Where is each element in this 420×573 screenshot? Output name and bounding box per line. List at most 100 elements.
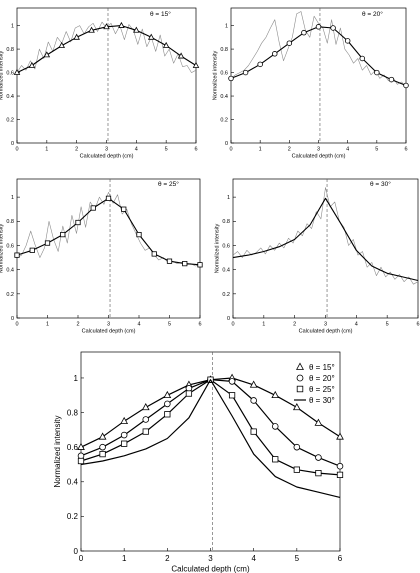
chart-5: 0 1 2 3 4 5 6 0 0.2 0.4 0.6 0.8 1 Calculated depth (c… [53,351,344,573]
data-point-square [336,471,344,478]
data-point-square [44,240,51,246]
y-tick-label: 0.4 [6,268,14,274]
data-point-triangle [147,33,155,40]
data-point-triangle [249,380,258,388]
y-tick-label: 0.8 [220,47,228,53]
series-line-2 [230,26,407,87]
data-point-circle [315,24,322,30]
x-tick-label: 1 [122,554,127,563]
data-point-square [293,466,300,473]
data-point-square [250,428,257,435]
x-tick-label: 4 [137,322,140,328]
x-tick-label: 2 [76,322,79,328]
data-point-circle [272,51,278,57]
data-point-triangle [177,52,185,59]
x-axis-label: Calculated depth (cm) [299,329,353,335]
data-point-triangle [103,23,110,30]
data-point-square [315,470,322,477]
x-tick-label: 6 [338,554,343,563]
panel-legend: θ = 20° [362,10,383,18]
data-point-square [182,260,188,267]
data-point-square [105,195,112,201]
x-tick-label: 2 [75,147,78,153]
y-tick-label: 0.2 [67,512,79,521]
data-point-triangle [141,403,150,411]
data-point-circle [257,61,263,68]
data-point-circle [142,416,150,423]
data-point-square [121,206,127,212]
plot-frame [232,178,419,319]
data-point-square [166,258,173,264]
panel-legend: θ = 15° [150,10,171,18]
x-tick-label: 4 [135,147,138,153]
data-point-square [60,231,66,238]
data-point-triangle [77,442,85,450]
data-point-triangle [271,390,280,399]
y-tick-label: 0 [227,316,230,322]
data-point-circle [301,29,307,36]
series-line-4 [80,379,341,498]
y-tick-label: 0 [225,141,228,147]
y-axis-label: Normalized intensity [213,50,219,100]
x-tick-label: 0 [229,147,232,153]
x-tick-label: 2 [293,322,296,328]
data-point-circle [403,82,409,89]
x-tick-label: 1 [262,322,265,328]
series-line-1 [16,192,201,267]
data-point-triangle [192,61,200,68]
legend-marker-circle [296,374,304,382]
x-axis-label: Calculated depth (cm) [171,564,250,573]
data-point-circle [388,76,395,83]
y-tick-label: 1 [11,195,14,201]
data-point-circle [228,378,236,385]
y-tick-label: 0.2 [222,292,230,298]
y-tick-label: 0.6 [220,70,228,76]
y-tick-label: 0.4 [6,94,14,100]
data-point-circle [120,431,128,439]
data-point-circle [336,462,344,470]
x-tick-label: 1 [45,147,48,153]
series-line-2 [16,197,201,266]
data-point-square [197,262,203,268]
legend-marker-square [296,385,304,393]
y-tick-label: 0.8 [222,219,230,225]
x-tick-label: 6 [194,147,197,153]
y-tick-label: 0 [11,316,14,322]
y-tick-label: 1 [227,195,230,201]
y-tick-label: 0.4 [222,268,230,274]
x-tick-label: 3 [107,322,110,328]
data-point-triangle [292,403,301,411]
y-axis-label: Normalized intensity [0,50,5,100]
data-point-square [142,428,149,435]
y-tick-label: 0 [74,547,79,556]
x-tick-label: 4 [346,147,349,153]
y-tick-label: 0.6 [67,443,79,452]
data-point-circle [374,69,380,76]
x-tick-label: 5 [168,322,171,328]
data-point-square [75,219,81,226]
legend-marker-triangle [296,362,304,370]
data-point-circle [271,423,279,430]
y-tick-label: 0.2 [6,117,14,123]
y-tick-label: 1 [11,24,14,30]
series-line-3 [80,379,341,476]
data-point-square [121,440,128,447]
data-point-circle [228,75,234,82]
x-tick-label: 2 [165,554,170,563]
data-point-circle [330,25,336,31]
data-point-circle [242,69,249,76]
data-point-circle [250,397,257,404]
data-point-square [272,456,279,463]
data-point-triangle [43,51,51,58]
x-tick-label: 5 [386,322,389,328]
x-axis-label: Calculated depth (cm) [80,154,134,160]
chart-3: 0 1 2 3 4 5 6 0 0.2 0.4 0.6 0.8 1 Calculated depth (c… [0,178,203,335]
x-tick-label: 6 [198,322,201,328]
x-tick-label: 5 [165,147,168,153]
data-point-circle [315,454,322,461]
panel-legend: θ = 25° [158,180,179,188]
x-axis-label: Calculated depth (cm) [292,154,346,160]
data-point-square [90,205,96,211]
legend-entry-4: θ = 30° [309,396,335,405]
